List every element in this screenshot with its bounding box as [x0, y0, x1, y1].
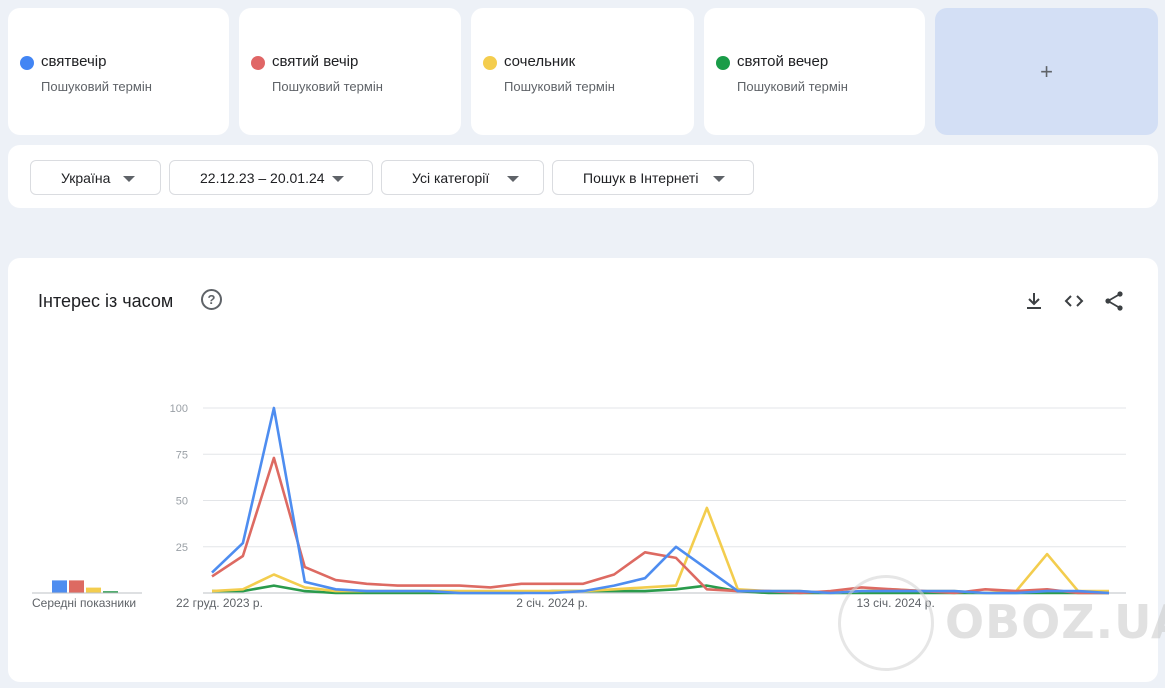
- chevron-down-icon: [507, 176, 519, 182]
- search-type-dropdown[interactable]: Пошук в Інтернеті: [552, 160, 754, 195]
- term-name: святой вечер: [737, 53, 829, 70]
- term-subtitle: Пошуковий термін: [737, 79, 848, 94]
- plus-icon: +: [1040, 58, 1053, 84]
- y-tick-label: 75: [176, 449, 188, 461]
- x-tick-label: 2 січ. 2024 р.: [516, 596, 588, 610]
- region-dropdown[interactable]: Україна: [30, 160, 161, 195]
- averages-label: Середні показники: [32, 596, 137, 610]
- panel-title: Інтерес із часом: [38, 291, 174, 311]
- y-tick-label: 25: [176, 542, 188, 554]
- term-card-3[interactable]: сочельник Пошуковий термін: [471, 8, 694, 135]
- average-bar-3[interactable]: [86, 587, 101, 593]
- term-name: сочельник: [504, 53, 576, 70]
- term-subtitle: Пошуковий термін: [272, 79, 383, 94]
- add-term-button[interactable]: +: [935, 8, 1158, 135]
- average-bar-2[interactable]: [69, 580, 84, 593]
- term-card-1[interactable]: святвечір Пошуковий термін: [8, 8, 229, 135]
- chevron-down-icon: [123, 176, 135, 182]
- term-color-dot: [251, 56, 265, 70]
- date-range-label: 22.12.23 – 20.01.24: [200, 170, 325, 186]
- average-bar-1[interactable]: [52, 580, 67, 593]
- date-range-dropdown[interactable]: 22.12.23 – 20.01.24: [169, 160, 373, 195]
- series-line-2[interactable]: [211, 456, 1109, 595]
- chevron-down-icon: [713, 176, 725, 182]
- average-bar-4[interactable]: [103, 591, 118, 593]
- term-name: святий вечір: [272, 53, 359, 70]
- chevron-down-icon: [332, 176, 344, 182]
- region-label: Україна: [61, 170, 111, 186]
- watermark: OBOZ.UA: [945, 595, 1165, 649]
- interest-over-time-panel: Інтерес із часом ? 100 75 50 25 22 груд. 202…: [8, 258, 1158, 682]
- term-subtitle: Пошуковий термін: [504, 79, 615, 94]
- embed-code-icon[interactable]: [1062, 289, 1086, 313]
- download-icon[interactable]: [1022, 289, 1046, 313]
- x-tick-label: 22 груд. 2023 р.: [176, 596, 263, 610]
- series-line-1[interactable]: [211, 406, 1110, 595]
- term-color-dot: [716, 56, 730, 70]
- help-icon[interactable]: ?: [201, 289, 222, 310]
- watermark-logo-icon: [838, 575, 934, 671]
- term-card-4[interactable]: святой вечер Пошуковий термін: [704, 8, 925, 135]
- term-subtitle: Пошуковий термін: [41, 79, 152, 94]
- category-dropdown[interactable]: Усі категорії: [381, 160, 544, 195]
- y-tick-label: 100: [170, 403, 188, 415]
- term-name: святвечір: [41, 53, 107, 70]
- y-tick-label: 50: [176, 496, 188, 508]
- category-label: Усі категорії: [412, 170, 490, 186]
- term-card-2[interactable]: святий вечір Пошуковий термін: [239, 8, 461, 135]
- term-color-dot: [20, 56, 34, 70]
- search-type-label: Пошук в Інтернеті: [583, 170, 699, 186]
- share-icon[interactable]: [1102, 289, 1126, 313]
- filter-bar: Україна 22.12.23 – 20.01.24 Усі категорі…: [8, 145, 1158, 208]
- term-color-dot: [483, 56, 497, 70]
